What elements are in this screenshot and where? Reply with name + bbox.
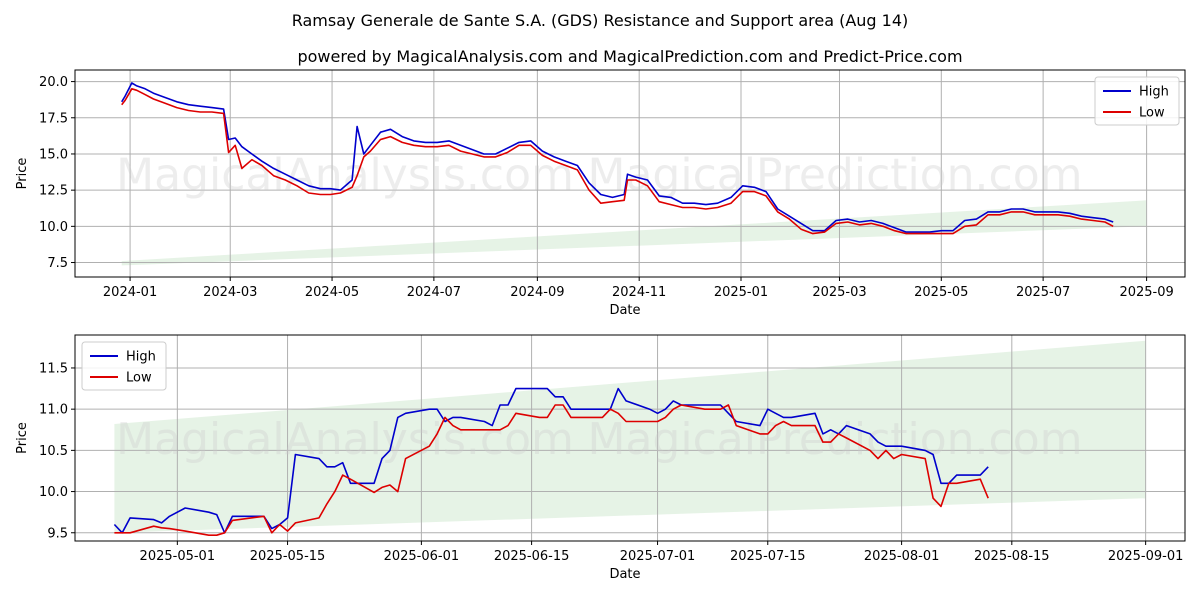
y-axis-label: Price (15, 158, 30, 190)
y-tick-label: 20.0 (39, 75, 68, 90)
watermark: MagicalAnalysis.com (116, 150, 574, 201)
x-axis-label: Date (609, 567, 640, 582)
x-tick-label: 2024-11 (612, 285, 666, 300)
chart-subtitle: powered by MagicalAnalysis.com and Magic… (297, 47, 962, 66)
legend-label-low: Low (126, 371, 152, 386)
top-chart-panel: 2024-01 2024-03 2024-05 2024-07 2024-09 2024-… (15, 69, 1186, 318)
x-tick-label: 2024-05 (305, 285, 359, 300)
y-axis-label: Price (15, 422, 30, 454)
y-tick-label: 11.0 (39, 403, 68, 418)
y-tick-label: 10.0 (39, 220, 68, 235)
x-tick-label: 2025-08-15 (974, 549, 1050, 564)
x-tick-label: 2025-05-15 (250, 549, 326, 564)
x-tick-label: 2025-07 (1016, 285, 1070, 300)
x-tick-label: 2025-07-15 (730, 549, 806, 564)
y-tick-label: 11.5 (39, 361, 68, 376)
x-tick-label: 2025-05-01 (140, 549, 216, 564)
legend: High Low (81, 341, 167, 391)
x-tick-label: 2025-05 (914, 285, 968, 300)
x-tick-label: 2025-07-01 (620, 549, 696, 564)
series-line-high (121, 82, 1114, 233)
plot-frame (74, 334, 1186, 542)
x-tick-label: 2025-09 (1119, 285, 1173, 300)
x-tick-label: 2024-03 (203, 285, 257, 300)
x-tick-label: 2025-01 (714, 285, 768, 300)
chart-title: Ramsay Generale de Sante S.A. (GDS) Resi… (292, 11, 909, 30)
x-tick-label: 2024-09 (510, 285, 564, 300)
legend: High Low (1094, 76, 1180, 126)
plot-frame (74, 69, 1186, 278)
y-tick-label: 17.5 (39, 111, 68, 126)
support-resistance-band (121, 200, 1147, 266)
y-tick-label: 12.5 (39, 184, 68, 199)
x-tick-label: 2024-01 (103, 285, 157, 300)
x-tick-label: 2025-09-01 (1108, 549, 1184, 564)
x-axis-label: Date (609, 303, 640, 318)
series-line-low (121, 88, 1114, 235)
x-tick-label: 2025-08-01 (864, 549, 940, 564)
x-tick-label: 2024-07 (407, 285, 461, 300)
y-tick-label: 15.0 (39, 147, 68, 162)
legend-label-low: Low (1139, 106, 1165, 121)
y-tick-label: 10.5 (39, 444, 68, 459)
y-tick-label: 9.5 (47, 526, 68, 541)
watermark: MagicalPrediction.com (588, 150, 1083, 201)
series-line-low (114, 404, 989, 536)
bottom-chart-panel: 2025-05-01 2025-05-15 2025-06-01 2025-06-15… (15, 334, 1186, 582)
legend-label-high: High (1139, 85, 1169, 100)
y-tick-label: 10.0 (39, 485, 68, 500)
x-tick-label: 2025-03 (812, 285, 866, 300)
y-tick-label: 7.5 (47, 256, 68, 271)
watermark: MagicalPrediction.com (588, 414, 1083, 465)
watermark: MagicalAnalysis.com (116, 414, 574, 465)
support-resistance-band (114, 340, 1146, 533)
x-tick-label: 2025-06-15 (494, 549, 570, 564)
x-tick-label: 2025-06-01 (384, 549, 460, 564)
legend-label-high: High (126, 350, 156, 365)
